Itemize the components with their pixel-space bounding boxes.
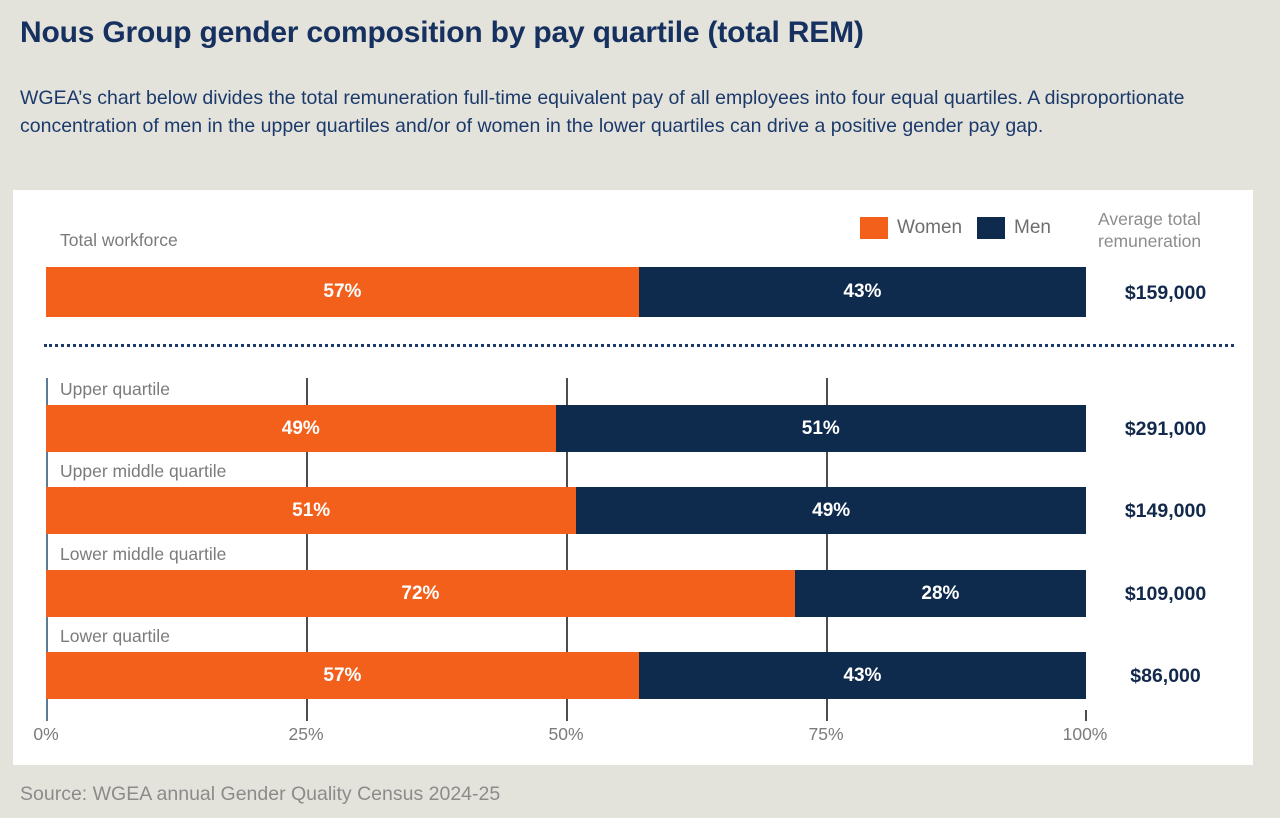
upper-quartile-men-value: 51% xyxy=(801,417,840,439)
upper-middle-women-segment: 51% xyxy=(46,487,577,534)
tick-label-75: 75% xyxy=(808,724,844,744)
lower-quartile-women-segment: 57% xyxy=(46,652,639,699)
bar-upper-quartile: 49% 51% xyxy=(46,405,1086,452)
gridline-25 xyxy=(306,378,308,710)
row-label-lower-quartile: Lower quartile xyxy=(60,626,170,646)
upper-middle-quartile-avg: $149,000 xyxy=(1124,500,1207,522)
bar-upper-middle-quartile: 51% 49% xyxy=(46,487,1086,534)
row-label-lower-middle-quartile: Lower middle quartile xyxy=(60,544,227,564)
legend-women-label: Women xyxy=(897,217,963,238)
legend-men-swatch xyxy=(977,217,1005,239)
total-men-segment: 43% xyxy=(638,267,1086,317)
upper-quartile-women-segment: 49% xyxy=(46,405,556,452)
tick-50 xyxy=(566,710,568,721)
lower-quartile-men-value: 43% xyxy=(843,664,882,686)
total-women-value: 57% xyxy=(323,281,362,302)
total-workforce-bar: 57% 43% xyxy=(46,267,1086,317)
y-axis-line xyxy=(46,378,48,710)
lower-middle-quartile-avg: $109,000 xyxy=(1124,583,1207,605)
legend-men-label: Men xyxy=(1014,217,1051,238)
upper-quartile-women-value: 49% xyxy=(281,417,320,439)
dotted-divider xyxy=(44,344,1234,347)
lower-quartile-avg: $86,000 xyxy=(1130,665,1201,687)
upper-middle-men-value: 49% xyxy=(812,499,851,521)
total-men-value: 43% xyxy=(843,281,882,302)
tick-label-25: 25% xyxy=(288,724,324,744)
tick-label-50: 50% xyxy=(548,724,584,744)
chart-panel: Women Men Average total remuneration Tot… xyxy=(13,190,1253,765)
row-label-upper-quartile: Upper quartile xyxy=(60,379,170,399)
lower-quartile-women-value: 57% xyxy=(323,664,362,686)
source-caption: Source: WGEA annual Gender Quality Censu… xyxy=(20,783,501,805)
bar-lower-quartile: 57% 43% xyxy=(46,652,1086,699)
tick-75 xyxy=(826,710,828,721)
lower-middle-women-value: 72% xyxy=(401,582,440,604)
tick-100 xyxy=(1085,710,1087,721)
tick-25 xyxy=(306,710,308,721)
lower-middle-women-segment: 72% xyxy=(46,570,795,617)
total-avg-remuneration: $159,000 xyxy=(1124,282,1207,304)
row-label-upper-middle-quartile: Upper middle quartile xyxy=(60,461,227,481)
gridline-75 xyxy=(826,378,828,710)
tick-label-0: 0% xyxy=(33,724,59,744)
lower-middle-men-segment: 28% xyxy=(794,570,1086,617)
upper-quartile-men-segment: 51% xyxy=(555,405,1086,452)
upper-quartile-avg: $291,000 xyxy=(1124,418,1207,440)
lower-quartile-men-segment: 43% xyxy=(638,652,1086,699)
total-women-segment: 57% xyxy=(46,267,639,317)
legend-women-swatch xyxy=(860,217,888,239)
avg-header-line1: Average total xyxy=(1098,209,1201,229)
avg-remuneration-header: Average total remuneration xyxy=(1098,208,1248,252)
avg-header-line2: remuneration xyxy=(1098,231,1202,251)
total-workforce-label: Total workforce xyxy=(60,230,178,250)
gridline-50 xyxy=(566,378,568,710)
page-subtitle: WGEA’s chart below divides the total rem… xyxy=(20,87,1185,137)
tick-0 xyxy=(46,710,48,721)
bar-lower-middle-quartile: 72% 28% xyxy=(46,570,1086,617)
page-title: Nous Group gender composition by pay qua… xyxy=(20,16,864,49)
tick-label-100: 100% xyxy=(1062,724,1108,744)
upper-middle-men-segment: 49% xyxy=(576,487,1086,534)
upper-middle-women-value: 51% xyxy=(292,499,331,521)
lower-middle-men-value: 28% xyxy=(921,582,960,604)
